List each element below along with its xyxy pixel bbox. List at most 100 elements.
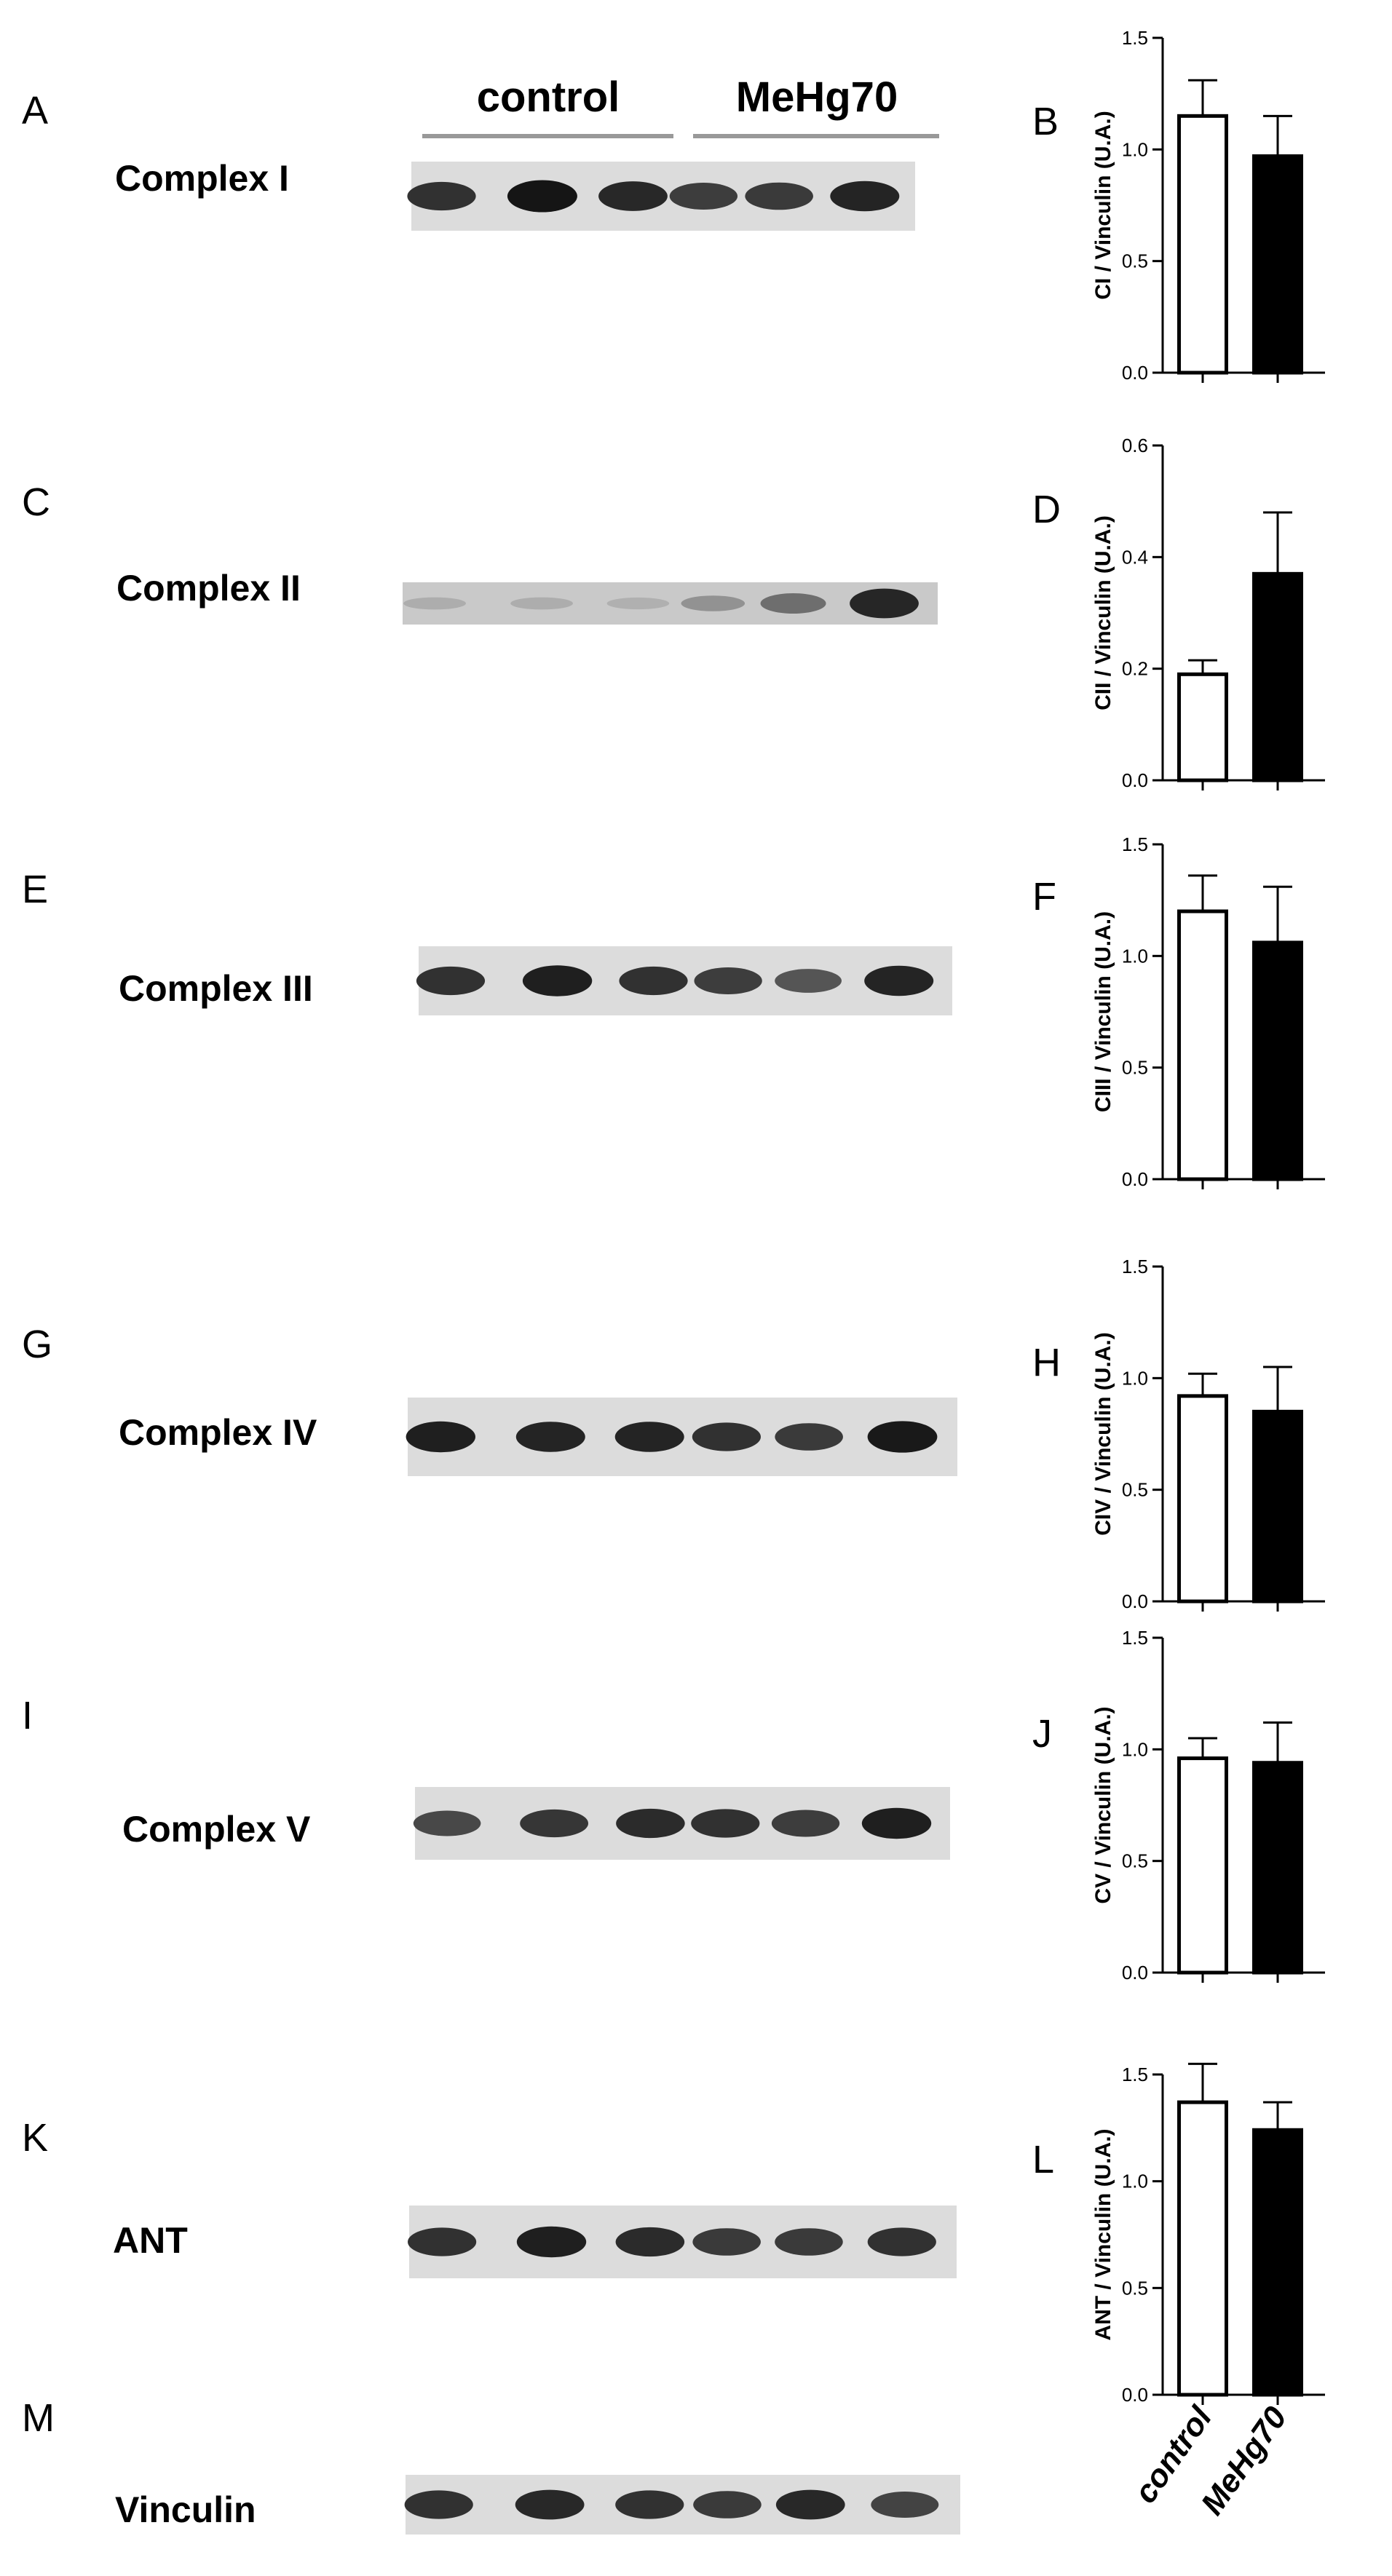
blot-band	[510, 597, 573, 610]
blot-band	[615, 2227, 685, 2257]
blot-band	[694, 967, 762, 994]
y-tick-label: 0.0	[1122, 1962, 1148, 1983]
blot-band	[861, 1807, 932, 1839]
bar-mehg70	[1252, 1761, 1303, 1975]
panel-letter-l: L	[1032, 2138, 1054, 2181]
panel-letter-i: I	[22, 1694, 33, 1737]
bar-mehg70	[1252, 2128, 1303, 2397]
panel-letter-d: D	[1032, 488, 1061, 531]
blot-band	[692, 1422, 761, 1451]
panel-letter-j: J	[1032, 1712, 1052, 1756]
blot-band	[692, 2228, 761, 2256]
blot-band	[850, 588, 919, 619]
blot-band	[669, 183, 738, 210]
y-tick-label: 0.6	[1122, 435, 1148, 456]
blot-band	[515, 1422, 585, 1452]
blot-strip	[403, 582, 938, 625]
blot-label: Complex I	[115, 158, 289, 199]
y-tick-label: 0.4	[1122, 546, 1148, 568]
y-tick-label: 1.0	[1122, 1738, 1148, 1760]
blot-strip	[407, 162, 915, 231]
bar-mehg70	[1252, 940, 1303, 1181]
bar-mehg70	[1252, 1409, 1303, 1604]
blot-band	[691, 1809, 760, 1838]
y-tick-label: 1.5	[1122, 27, 1148, 49]
panel-letter-c: C	[22, 480, 50, 524]
blot-band	[406, 1421, 475, 1453]
bar-chart-h: H 0.0 0.5 1.0 1.5 CIV / Vinculin (U.A.)	[1032, 1256, 1325, 1612]
blot-band	[413, 1810, 481, 1836]
group-header-mehg70: MeHg70	[736, 74, 898, 121]
blot-band	[520, 1809, 589, 1838]
y-tick-label: 0.5	[1122, 250, 1148, 272]
blot-band	[515, 2489, 585, 2520]
bar-control	[1177, 909, 1228, 1181]
bar-control	[1177, 2100, 1228, 2397]
y-tick-label: 1.0	[1122, 2171, 1148, 2192]
bar-chart-b: B 0.0 0.5 1.0 1.5 CI / Vinculin (U.A.)	[1032, 27, 1325, 384]
blot-band	[867, 2227, 936, 2256]
blot-band	[403, 597, 466, 610]
blot-band	[745, 182, 813, 210]
blot-band	[507, 180, 577, 213]
bar-chart-j: J 0.0 0.5 1.0 1.5 CV / Vinculin (U.A.)	[1032, 1627, 1325, 1983]
bar-control	[1177, 672, 1228, 782]
blot-label: Complex IV	[119, 1412, 317, 1453]
blot-band	[830, 181, 900, 212]
y-tick-label: 1.0	[1122, 138, 1148, 160]
blot-strip	[408, 2206, 957, 2278]
y-tick-label: 0.0	[1122, 769, 1148, 791]
y-axis-label: CII / Vinculin (U.A.)	[1091, 515, 1115, 710]
y-tick-label: 1.5	[1122, 2064, 1148, 2085]
y-axis-label: ANT / Vinculin (U.A.)	[1091, 2128, 1115, 2340]
y-tick-label: 0.5	[1122, 1057, 1148, 1079]
blot-band	[404, 2490, 473, 2519]
y-tick-label: 1.5	[1122, 1627, 1148, 1649]
y-axis-label: CIV / Vinculin (U.A.)	[1091, 1332, 1115, 1535]
blot-band	[867, 1421, 938, 1453]
blot-band	[775, 1423, 843, 1451]
panel-letter-h: H	[1032, 1341, 1061, 1384]
y-tick-label: 0.2	[1122, 658, 1148, 680]
y-tick-label: 0.0	[1122, 1168, 1148, 1190]
bar-chart-f: F 0.0 0.5 1.0 1.5 CIII / Vinculin (U.A.)	[1032, 833, 1325, 1190]
bar-mehg70	[1252, 571, 1303, 782]
blot-label: Complex II	[116, 568, 301, 609]
blot-label: Complex III	[119, 968, 313, 1009]
blot-label: Complex V	[122, 1809, 311, 1850]
y-tick-label: 0.0	[1122, 2384, 1148, 2406]
blot-band	[775, 2489, 845, 2520]
blot-band	[408, 2227, 477, 2256]
blot-band	[606, 597, 670, 610]
y-tick-label: 1.0	[1122, 945, 1148, 967]
blot-band	[775, 2228, 843, 2256]
blot-band	[416, 966, 486, 996]
blot-band	[693, 2491, 762, 2518]
panel-letter-f: F	[1032, 875, 1056, 919]
blot-strip	[413, 1787, 950, 1860]
bar-mehg70	[1252, 154, 1303, 375]
bar-chart-d: D 0.0 0.2 0.4 0.6 CII / Vinculin (U.A.)	[1032, 435, 1325, 791]
y-axis-label: CV / Vinculin (U.A.)	[1091, 1706, 1115, 1903]
blot-band	[864, 965, 934, 996]
blot-strip	[406, 1398, 957, 1476]
blot-band	[516, 2226, 587, 2258]
panel-letter-a: A	[22, 89, 48, 132]
y-tick-label: 1.5	[1122, 833, 1148, 855]
blot-label: ANT	[113, 2220, 188, 2261]
blot-band	[760, 593, 826, 614]
y-tick-label: 0.5	[1122, 1479, 1148, 1501]
y-axis-label: CIII / Vinculin (U.A.)	[1091, 911, 1115, 1112]
blot-band	[775, 969, 842, 993]
panel-letter-m: M	[22, 2396, 55, 2440]
panel-letter-b: B	[1032, 100, 1059, 143]
panel-letter-e: E	[22, 868, 48, 911]
blot-band	[598, 181, 668, 211]
y-tick-label: 0.0	[1122, 362, 1148, 384]
blot-strip	[416, 946, 952, 1015]
blot-band	[871, 2492, 939, 2518]
blot-band	[619, 966, 688, 996]
y-tick-label: 0.0	[1122, 1590, 1148, 1612]
blot-band	[614, 1422, 684, 1452]
